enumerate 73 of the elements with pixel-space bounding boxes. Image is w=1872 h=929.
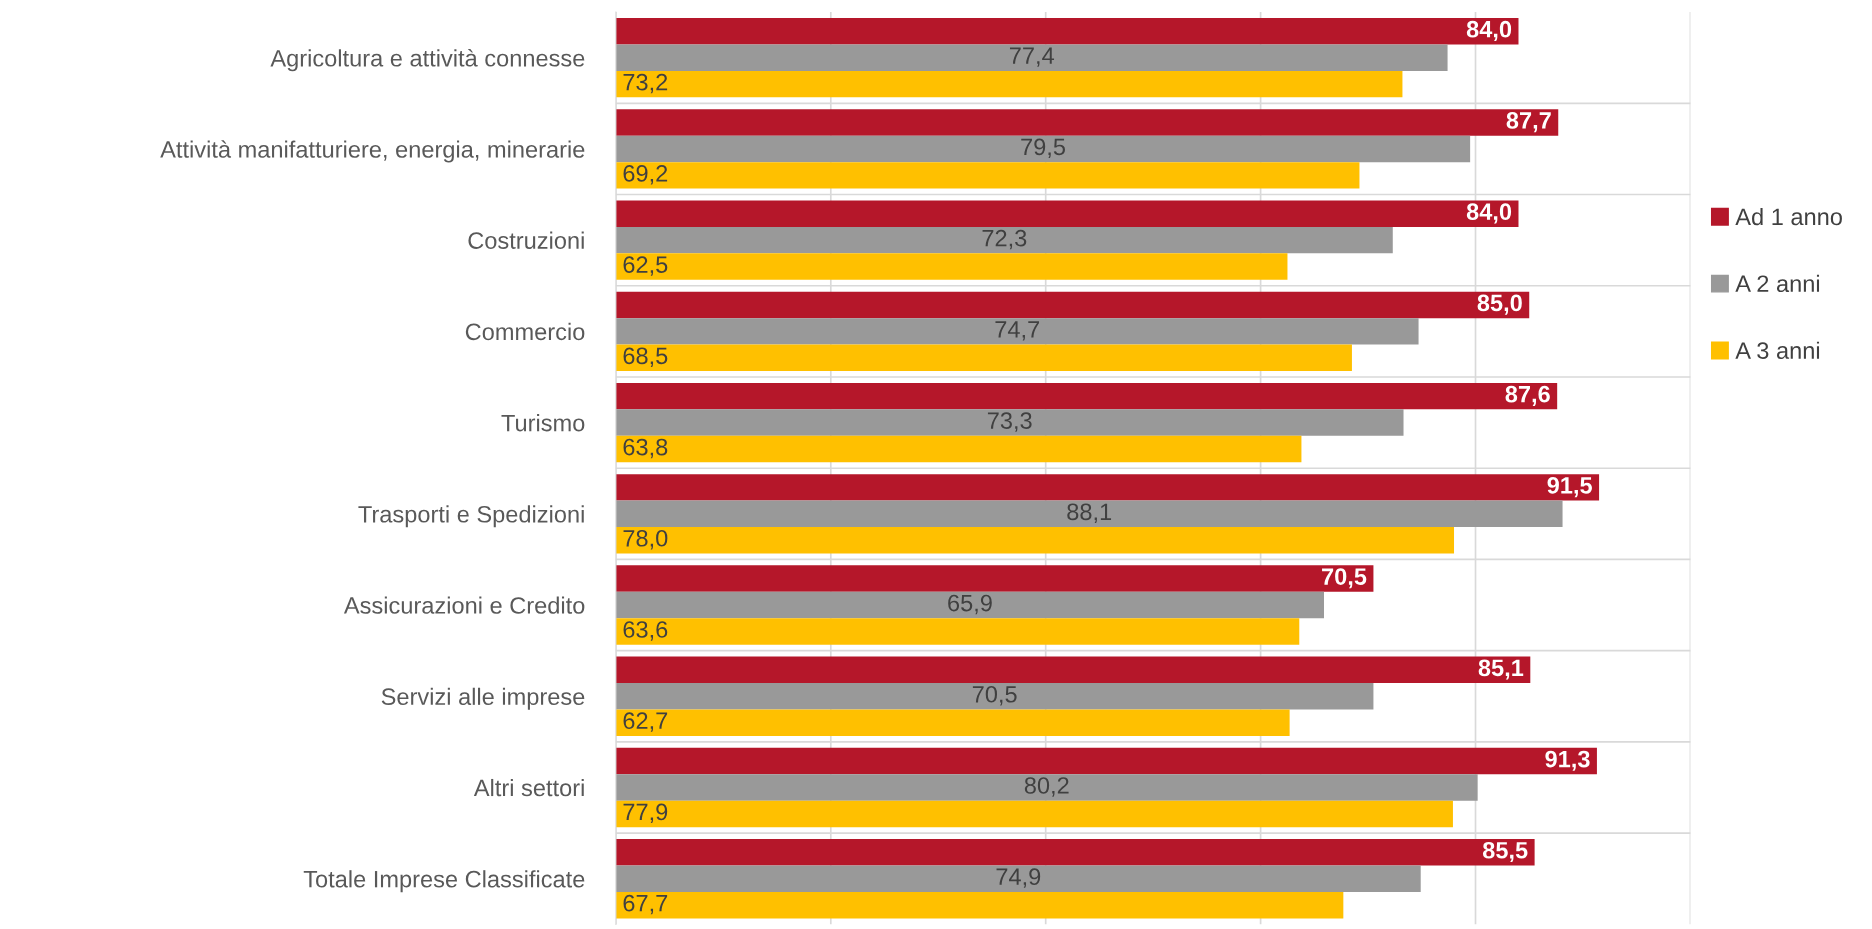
- bar: [615, 44, 1448, 71]
- bar: [615, 70, 1403, 98]
- data-label: 85,1: [1478, 659, 1524, 680]
- data-label: 72,3: [982, 229, 1027, 250]
- legend-label: Ad 1 anno: [1735, 207, 1842, 226]
- data-label: 84,0: [1466, 203, 1512, 224]
- data-label: 74,9: [996, 868, 1041, 888]
- bar: [615, 591, 1324, 619]
- bar: [615, 382, 1558, 410]
- y-tick-label: Commercio: [465, 322, 585, 341]
- legend-label: A 3 anni: [1735, 341, 1820, 359]
- data-label: 63,8: [623, 438, 668, 459]
- y-tick-label: Assicurazioni e Credito: [343, 596, 585, 614]
- bar: [615, 683, 1374, 710]
- data-label: 70,5: [1322, 568, 1367, 589]
- bar: [615, 318, 1419, 345]
- bar: [615, 800, 1453, 828]
- bar: [615, 291, 1530, 319]
- y-tick-label: Agricoltura e attività connesse: [270, 49, 585, 72]
- bar: [615, 709, 1290, 736]
- data-label: 91,3: [1545, 750, 1590, 771]
- bar: [615, 774, 1478, 801]
- y-tick-label: Servizi alle imprese: [381, 687, 585, 710]
- bar: [615, 253, 1288, 280]
- data-label: 80,2: [1024, 777, 1069, 797]
- data-label: 77,4: [1009, 47, 1055, 67]
- data-label: 91,5: [1547, 476, 1592, 498]
- bar: [615, 109, 1559, 136]
- data-label: 65,9: [948, 594, 992, 615]
- data-label: 63,6: [623, 621, 668, 641]
- data-label: 78,0: [623, 529, 668, 550]
- y-tick-label: Attività manifatturiere, energia, minerarie: [160, 140, 585, 163]
- data-label: 88,1: [1067, 503, 1112, 523]
- data-label: 67,7: [623, 894, 668, 915]
- data-label: 68,5: [623, 347, 668, 367]
- data-label: 73,3: [987, 412, 1032, 432]
- y-tick-label: Turismo: [501, 414, 585, 432]
- data-label: 73,2: [623, 73, 668, 94]
- y-tick-label: Altri settori: [473, 778, 584, 797]
- bar: [615, 500, 1563, 528]
- bar: [615, 18, 1519, 45]
- bar: [615, 865, 1421, 892]
- bar: [615, 565, 1374, 592]
- data-label: 62,7: [623, 712, 668, 732]
- data-label: 77,9: [623, 803, 668, 824]
- bar: [615, 527, 1455, 554]
- bar: [615, 656, 1531, 684]
- bar: [615, 135, 1471, 163]
- y-tick-label: Totale Imprese Classificate: [303, 870, 585, 893]
- data-label: 85,5: [1482, 841, 1528, 863]
- bar: [615, 200, 1519, 227]
- data-label: 87,6: [1505, 385, 1550, 406]
- bar: [615, 409, 1404, 436]
- legend-label: A 2 anni: [1735, 274, 1820, 293]
- bar: [615, 747, 1597, 775]
- data-label: 87,7: [1506, 112, 1551, 133]
- bar: [615, 226, 1393, 254]
- data-label: 69,2: [623, 164, 668, 185]
- data-label: 85,0: [1477, 294, 1522, 315]
- bar: [615, 474, 1600, 501]
- bar: [615, 344, 1352, 372]
- data-label: 79,5: [1021, 138, 1065, 159]
- data-label: 62,5: [623, 256, 668, 276]
- data-label: 70,5: [972, 685, 1017, 706]
- y-tick-label: Costruzioni: [468, 231, 584, 249]
- data-label: 74,7: [995, 321, 1040, 341]
- bar: [615, 435, 1302, 463]
- bar: [615, 839, 1535, 866]
- bar: [615, 162, 1360, 189]
- data-label: 84,0: [1466, 20, 1512, 41]
- bar: [615, 891, 1344, 919]
- bar: [615, 618, 1300, 645]
- y-tick-label: Trasporti e Spedizioni: [358, 505, 584, 528]
